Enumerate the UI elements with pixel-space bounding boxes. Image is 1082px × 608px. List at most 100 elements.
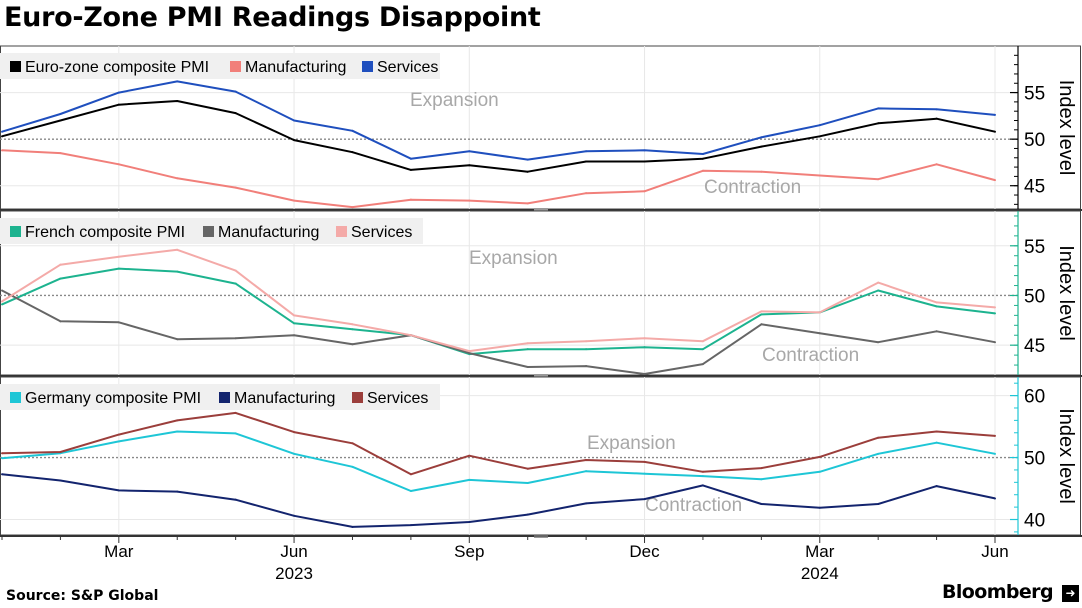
x-year-label: 2023: [275, 564, 313, 583]
series-line: [1, 149, 996, 209]
data-point: [526, 348, 529, 351]
data-point: [59, 112, 62, 115]
data-point: [293, 119, 296, 122]
y-tick-label: 50: [1024, 130, 1045, 151]
data-point: [234, 282, 237, 285]
data-point: [117, 267, 120, 270]
data-point: [877, 107, 880, 110]
data-point: [643, 373, 646, 376]
panel-germany: Expansion Contraction 40 50 60 Index level Ger…: [0, 376, 1082, 538]
data-point: [1, 452, 3, 455]
data-point: [409, 168, 412, 171]
data-point: [760, 503, 763, 506]
data-point: [935, 163, 938, 166]
data-point: [585, 348, 588, 351]
y-axis-label: Index level: [1055, 408, 1077, 504]
data-point: [409, 524, 412, 527]
data-point: [935, 430, 938, 433]
data-point: [877, 503, 880, 506]
data-point: [935, 301, 938, 304]
data-point: [526, 170, 529, 173]
data-point: [526, 202, 529, 205]
data-point: [1, 289, 3, 292]
data-point: [59, 450, 62, 453]
data-point: [760, 136, 763, 139]
bloomberg-logo: Bloomberg: [942, 581, 1054, 603]
data-point: [176, 419, 179, 422]
data-point: [818, 332, 821, 335]
data-point: [234, 337, 237, 340]
panel-resize-handle: [534, 208, 548, 212]
data-point: [117, 103, 120, 106]
legend-swatch: [230, 61, 241, 72]
series-line: [1, 411, 996, 476]
data-point: [351, 328, 354, 331]
data-point: [526, 481, 529, 484]
series-line: [1, 80, 996, 161]
x-tick-label: Sep: [454, 542, 484, 561]
data-point: [935, 485, 938, 488]
data-point: [701, 169, 704, 172]
x-tick-label: Mar: [104, 542, 134, 561]
panel-resize-handle: [534, 374, 548, 378]
data-point: [468, 350, 471, 353]
x-year-label: 2024: [801, 564, 839, 583]
data-point: [234, 112, 237, 115]
data-point: [117, 255, 120, 258]
y-tick-label: 50: [1024, 286, 1045, 307]
y-tick-label: 50: [1024, 449, 1045, 470]
data-point: [409, 157, 412, 160]
data-point: [59, 479, 62, 482]
data-point: [1, 303, 3, 306]
data-point: [234, 186, 237, 189]
data-point: [117, 433, 120, 436]
data-point: [234, 269, 237, 272]
data-point: [585, 459, 588, 462]
data-point: [526, 342, 529, 345]
data-point: [643, 160, 646, 163]
data-point: [526, 366, 529, 369]
series-line: [1, 100, 996, 173]
data-point: [59, 152, 62, 155]
legend-label: Germany composite PMI: [25, 390, 201, 407]
y-axis-label: Index level: [1055, 80, 1077, 176]
data-point: [818, 174, 821, 177]
contraction-label: Contraction: [704, 177, 801, 198]
x-tick-label: Dec: [629, 542, 660, 561]
expansion-label: Expansion: [587, 433, 676, 454]
data-point: [409, 490, 412, 493]
data-point: [176, 338, 179, 341]
data-point: [818, 135, 821, 138]
data-point: [818, 311, 821, 314]
data-point: [585, 365, 588, 368]
series-line: [1, 430, 996, 492]
data-point: [117, 321, 120, 324]
series-line: [1, 267, 996, 356]
data-point: [468, 164, 471, 167]
legend-label: Manufacturing: [218, 224, 319, 241]
data-point: [935, 117, 938, 120]
expansion-label: Expansion: [410, 90, 499, 111]
series-line: [1, 289, 996, 375]
data-point: [293, 314, 296, 317]
data-point: [117, 163, 120, 166]
data-point: [585, 192, 588, 195]
y-tick-label: 55: [1024, 237, 1045, 258]
y-tick-label: 55: [1024, 84, 1045, 105]
data-point: [760, 313, 763, 316]
data-point: [1, 149, 3, 152]
data-point: [701, 363, 704, 366]
legend-swatch: [203, 226, 214, 237]
data-point: [351, 465, 354, 468]
data-point: [643, 460, 646, 463]
data-point: [176, 430, 179, 433]
legend-label: Services: [351, 224, 412, 241]
data-point: [526, 467, 529, 470]
data-point: [293, 322, 296, 325]
data-point: [701, 153, 704, 156]
data-point: [701, 484, 704, 487]
data-point: [176, 80, 179, 83]
data-point: [643, 337, 646, 340]
legend-swatch: [10, 61, 21, 72]
data-point: [760, 170, 763, 173]
